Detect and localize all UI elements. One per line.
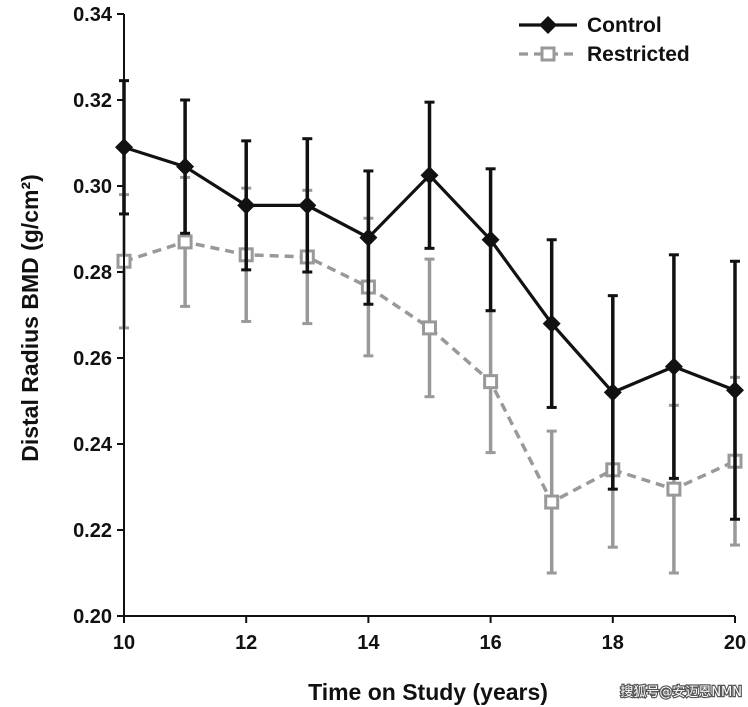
legend-item: Restricted: [519, 43, 690, 66]
y-tick-label: 0.34: [73, 4, 113, 26]
data-point: [603, 383, 622, 402]
legend-label: Restricted: [587, 43, 690, 66]
plot-area: [115, 79, 744, 575]
data-point: [359, 228, 378, 247]
data-point: [664, 357, 683, 376]
legend-item: Control: [519, 14, 662, 37]
watermark-text: 搜狐号@安迈恩NMN: [620, 685, 742, 700]
data-point: [726, 381, 744, 400]
y-tick-label: 0.26: [73, 348, 112, 370]
x-tick-label: 14: [357, 632, 380, 654]
data-point: [176, 157, 195, 176]
y-tick-label: 0.32: [73, 90, 112, 112]
x-tick-label: 16: [479, 632, 501, 654]
y-tick-label: 0.24: [73, 434, 113, 456]
x-axis-title: Time on Study (years): [308, 679, 548, 705]
data-point: [544, 494, 560, 510]
data-point: [542, 314, 561, 333]
legend: Control Restricted: [519, 14, 690, 66]
y-tick-label: 0.20: [73, 606, 112, 628]
y-tick-label: 0.28: [73, 262, 112, 284]
data-point: [177, 234, 193, 250]
x-tick-label: 10: [113, 632, 135, 654]
data-point: [481, 230, 500, 249]
x-tick-label: 18: [602, 632, 624, 654]
data-point: [422, 320, 437, 336]
axes: 0.20 0.22 0.24 0.26 0.28 0.30 0.32 0.34 10 12 14 16…: [73, 4, 746, 654]
legend-marker: [540, 46, 556, 62]
data-point: [420, 166, 439, 185]
data-point: [666, 481, 682, 497]
y-axis-title: Distal Radius BMD (g/cm²): [17, 174, 43, 462]
legend-marker: [539, 16, 557, 34]
series-line: [123, 240, 736, 505]
x-tick-label: 20: [724, 632, 746, 654]
y-tick-label: 0.30: [73, 176, 112, 198]
data-point: [298, 196, 317, 215]
data-point: [237, 196, 256, 215]
data-point: [483, 374, 499, 390]
x-tick-label: 12: [235, 632, 257, 654]
legend-label: Control: [587, 14, 662, 37]
y-tick-label: 0.22: [73, 520, 112, 542]
series-control: [115, 79, 744, 521]
